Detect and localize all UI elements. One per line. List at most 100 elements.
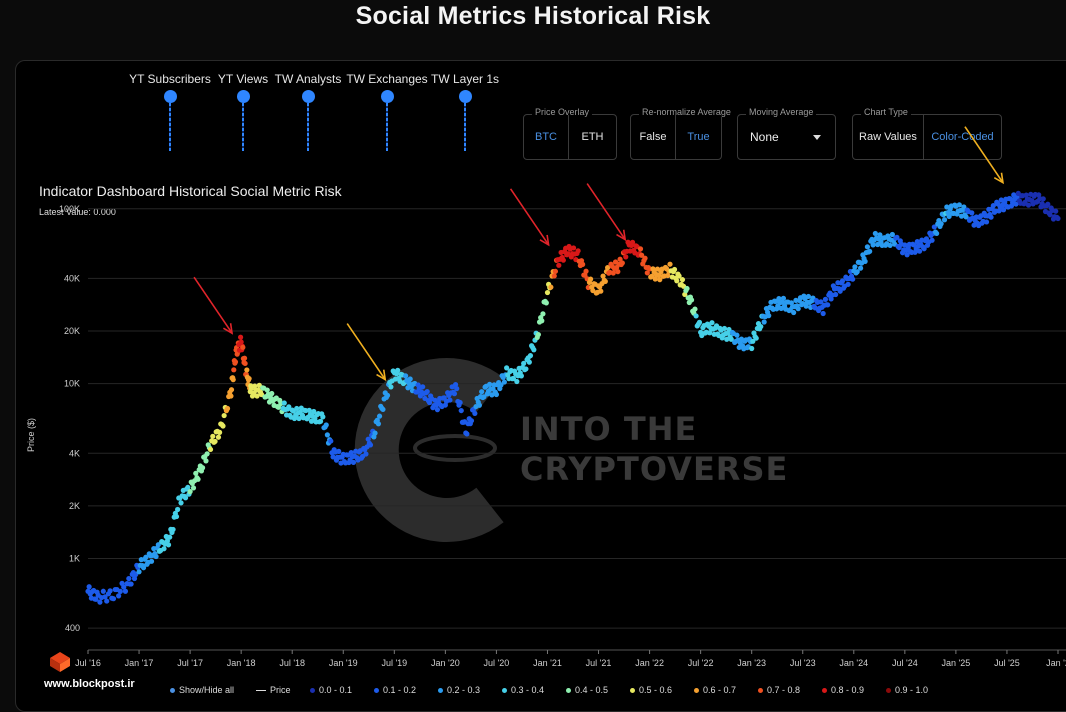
- data-point: [102, 594, 108, 600]
- data-point: [575, 248, 581, 254]
- data-point: [493, 391, 500, 398]
- data-point: [684, 285, 690, 292]
- latest-value: Latest Value: 0.000: [39, 207, 116, 217]
- renormalize-true[interactable]: True: [687, 131, 710, 143]
- x-tick-label: Jul '17: [177, 658, 203, 668]
- slider-label: YT Views: [217, 72, 269, 86]
- data-point: [452, 381, 459, 388]
- x-tick-label: Jan '19: [329, 658, 358, 668]
- data-point: [639, 252, 645, 258]
- legend-dot-icon: [170, 688, 175, 694]
- data-point: [552, 268, 559, 274]
- slider-tw-layer1s[interactable]: TW Layer 1s: [410, 72, 520, 151]
- moving-average-value: None: [750, 130, 779, 144]
- slider-knob[interactable]: [301, 90, 315, 103]
- data-point: [615, 269, 621, 275]
- slider-knob[interactable]: [163, 90, 177, 103]
- legend-label: 0.1 - 0.2: [383, 685, 417, 695]
- legend-item[interactable]: Show/Hide all: [170, 685, 234, 695]
- annotation-arrow: [586, 183, 626, 241]
- legend-item[interactable]: 0.4 - 0.5: [566, 685, 608, 695]
- data-point: [376, 413, 383, 419]
- legend-dot-icon: [758, 688, 763, 694]
- renormalize-false[interactable]: False: [639, 131, 667, 143]
- legend-item[interactable]: 0.9 - 1.0: [886, 685, 928, 695]
- data-point: [207, 446, 214, 453]
- slider-track[interactable]: [169, 103, 171, 151]
- price-overlay-eth[interactable]: ETH: [581, 131, 604, 143]
- data-point: [110, 596, 117, 602]
- data-point: [839, 278, 846, 284]
- legend-item[interactable]: 0.3 - 0.4: [502, 685, 544, 695]
- data-point: [721, 325, 728, 332]
- data-point: [395, 367, 401, 373]
- slider-knob[interactable]: [380, 90, 394, 103]
- slider-yt-views[interactable]: YT Views: [188, 72, 298, 151]
- legend-dot-icon: [822, 688, 827, 694]
- data-point: [570, 245, 577, 251]
- y-tick-label: 1K: [69, 554, 80, 564]
- slider-tw-exchanges[interactable]: TW Exchanges: [332, 72, 442, 151]
- data-point: [916, 248, 923, 254]
- data-point: [328, 438, 334, 444]
- data-point: [805, 293, 812, 300]
- data-point: [780, 295, 787, 301]
- legend-item[interactable]: 0.7 - 0.8: [758, 685, 800, 695]
- data-point: [140, 565, 147, 571]
- legend-item[interactable]: 0.8 - 0.9: [822, 685, 864, 695]
- chart-type-raw[interactable]: Raw Values: [859, 131, 917, 143]
- moving-average-select[interactable]: Moving Average None: [737, 107, 836, 160]
- slider-knob[interactable]: [458, 90, 472, 103]
- slider-knob[interactable]: [236, 90, 250, 103]
- legend-label: 0.5 - 0.6: [639, 685, 673, 695]
- price-overlay-btc[interactable]: BTC: [535, 131, 557, 143]
- slider-label: TW Exchanges: [346, 72, 428, 86]
- data-point: [167, 534, 173, 540]
- data-point: [230, 377, 236, 383]
- data-point: [311, 408, 317, 415]
- x-tick-label: Jul '16: [75, 658, 101, 668]
- data-point: [956, 202, 962, 208]
- data-point: [921, 246, 927, 252]
- slider-tw-analysts[interactable]: TW Analysts: [253, 72, 363, 151]
- data-point: [348, 449, 354, 456]
- data-point: [527, 353, 534, 359]
- legend-item[interactable]: 0.0 - 0.1: [310, 685, 352, 695]
- slider-track[interactable]: [386, 103, 388, 151]
- data-point: [117, 588, 123, 594]
- data-point: [281, 400, 287, 406]
- slider-track[interactable]: [242, 103, 244, 151]
- x-tick-label: Jul '24: [892, 658, 918, 668]
- data-point: [753, 335, 759, 341]
- data-point: [996, 208, 1002, 214]
- legend-item[interactable]: 0.6 - 0.7: [694, 685, 736, 695]
- data-point: [850, 276, 856, 282]
- x-tick-label: Jul '23: [790, 658, 816, 668]
- data-point: [904, 252, 910, 258]
- legend-item[interactable]: 0.2 - 0.3: [438, 685, 480, 695]
- data-point: [476, 402, 483, 408]
- data-point: [693, 313, 699, 319]
- legend-item[interactable]: Price: [256, 685, 291, 695]
- legend-label: 0.2 - 0.3: [447, 685, 481, 695]
- chart-type-color-coded[interactable]: Color-Coded: [931, 131, 994, 143]
- legend-item[interactable]: 0.1 - 0.2: [374, 685, 416, 695]
- data-point: [644, 270, 650, 276]
- slider-track[interactable]: [307, 103, 309, 151]
- x-tick-label: Jan '20: [431, 658, 460, 668]
- data-point: [674, 278, 680, 284]
- data-point: [472, 410, 478, 417]
- data-point: [709, 320, 715, 326]
- legend-item[interactable]: 0.5 - 0.6: [630, 685, 672, 695]
- data-point: [707, 330, 713, 336]
- slider-yt-subscribers[interactable]: YT Subscribers: [115, 72, 225, 151]
- legend-label: 0.6 - 0.7: [703, 685, 737, 695]
- data-point: [175, 506, 181, 513]
- x-tick-label: Jan '21: [533, 658, 562, 668]
- data-point: [845, 281, 851, 287]
- legend-dot-icon: [310, 688, 315, 694]
- data-point: [1053, 208, 1059, 214]
- slider-track[interactable]: [464, 103, 466, 151]
- data-point: [336, 448, 342, 454]
- data-point: [451, 391, 458, 397]
